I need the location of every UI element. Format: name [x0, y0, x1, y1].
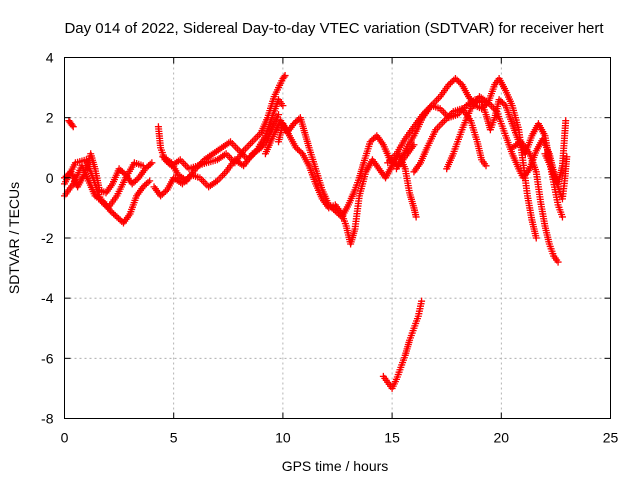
data-point — [115, 214, 123, 222]
data-point — [131, 177, 139, 185]
data-point — [453, 76, 461, 84]
chart-title: Day 014 of 2022, Sidereal Day-to-day VTE… — [64, 20, 604, 37]
data-point — [160, 189, 168, 197]
y-tick-label: 0 — [46, 170, 54, 186]
y-tick-label: -8 — [41, 411, 54, 427]
data-point — [532, 234, 540, 242]
data-point — [447, 79, 455, 87]
data-point — [141, 181, 149, 189]
data-point — [143, 163, 151, 171]
data-point — [280, 73, 288, 81]
data-point — [116, 216, 124, 224]
series-sat-16 — [541, 150, 571, 203]
data-point — [146, 160, 154, 168]
data-point — [148, 159, 156, 167]
data-point — [294, 145, 302, 153]
data-point — [68, 121, 76, 129]
data-point — [279, 102, 287, 110]
series-sat-6 — [150, 111, 283, 200]
data-point — [139, 162, 147, 170]
grid-layer — [64, 57, 611, 419]
data-point — [558, 213, 566, 221]
data-point — [158, 190, 166, 198]
data-point — [118, 168, 126, 176]
data-point — [113, 213, 121, 221]
y-tick-label: 2 — [46, 110, 54, 126]
data-point — [142, 180, 150, 188]
x-tick-label: 0 — [61, 430, 69, 446]
data-point — [290, 120, 298, 128]
y-tick-label: -2 — [41, 230, 54, 246]
series-sat-7 — [159, 96, 287, 185]
series-sat-13 — [410, 105, 490, 176]
data-point — [293, 117, 301, 125]
data-point — [370, 135, 378, 143]
data-point — [162, 187, 170, 195]
data-point — [128, 180, 136, 188]
data-point — [554, 258, 562, 266]
data-point — [157, 192, 165, 200]
series-sat-10 — [379, 297, 426, 392]
data-point — [101, 201, 109, 209]
data-point — [563, 153, 571, 161]
data-point — [366, 138, 374, 146]
data-point — [297, 148, 305, 156]
series-sat-3 — [61, 156, 147, 212]
data-point — [418, 297, 426, 305]
data-point — [448, 78, 456, 86]
data-point — [130, 178, 138, 186]
series-sat-4 — [65, 117, 77, 131]
data-point — [146, 177, 154, 185]
data-point — [281, 72, 289, 80]
data-point — [497, 97, 505, 105]
x-tick-label: 25 — [603, 430, 619, 446]
series-sat-9 — [275, 120, 420, 248]
marks-layer — [61, 72, 571, 392]
data-point — [139, 183, 147, 191]
x-axis-label: GPS time / hours — [282, 458, 389, 474]
x-tick-label: 15 — [384, 430, 400, 446]
data-point — [498, 99, 506, 107]
y-tick-label: 4 — [46, 50, 54, 66]
x-tick-label: 20 — [494, 430, 510, 446]
series-sat-15 — [508, 138, 562, 266]
data-point — [291, 118, 299, 126]
data-point — [98, 198, 106, 206]
data-point — [562, 117, 570, 125]
data-point — [292, 144, 300, 152]
x-tick-label: 10 — [275, 430, 291, 446]
data-point — [110, 210, 118, 218]
ticks-layer: 0 5 10 15 20 25 -8 -6 -4 -2 0 2 4 — [41, 50, 618, 446]
data-point — [108, 208, 116, 216]
data-point — [456, 79, 464, 87]
data-point — [275, 111, 283, 119]
data-point — [451, 75, 459, 83]
data-point — [412, 213, 420, 221]
y-tick-label: -6 — [41, 350, 54, 366]
data-point — [295, 147, 303, 155]
data-point — [500, 100, 508, 108]
data-point — [117, 166, 125, 174]
data-point — [144, 178, 152, 186]
data-point — [445, 81, 453, 89]
data-point — [455, 78, 463, 86]
x-tick-label: 5 — [170, 430, 178, 446]
data-point — [99, 199, 107, 207]
data-point — [69, 123, 77, 131]
data-point — [495, 96, 503, 104]
y-axis-label: SDTVAR / TECUs — [6, 182, 22, 294]
data-point — [368, 136, 376, 144]
y-tick-label: -4 — [41, 290, 54, 306]
data-point — [111, 211, 119, 219]
series-sat-2 — [61, 162, 154, 227]
data-point — [482, 162, 490, 170]
data-point — [115, 165, 123, 173]
